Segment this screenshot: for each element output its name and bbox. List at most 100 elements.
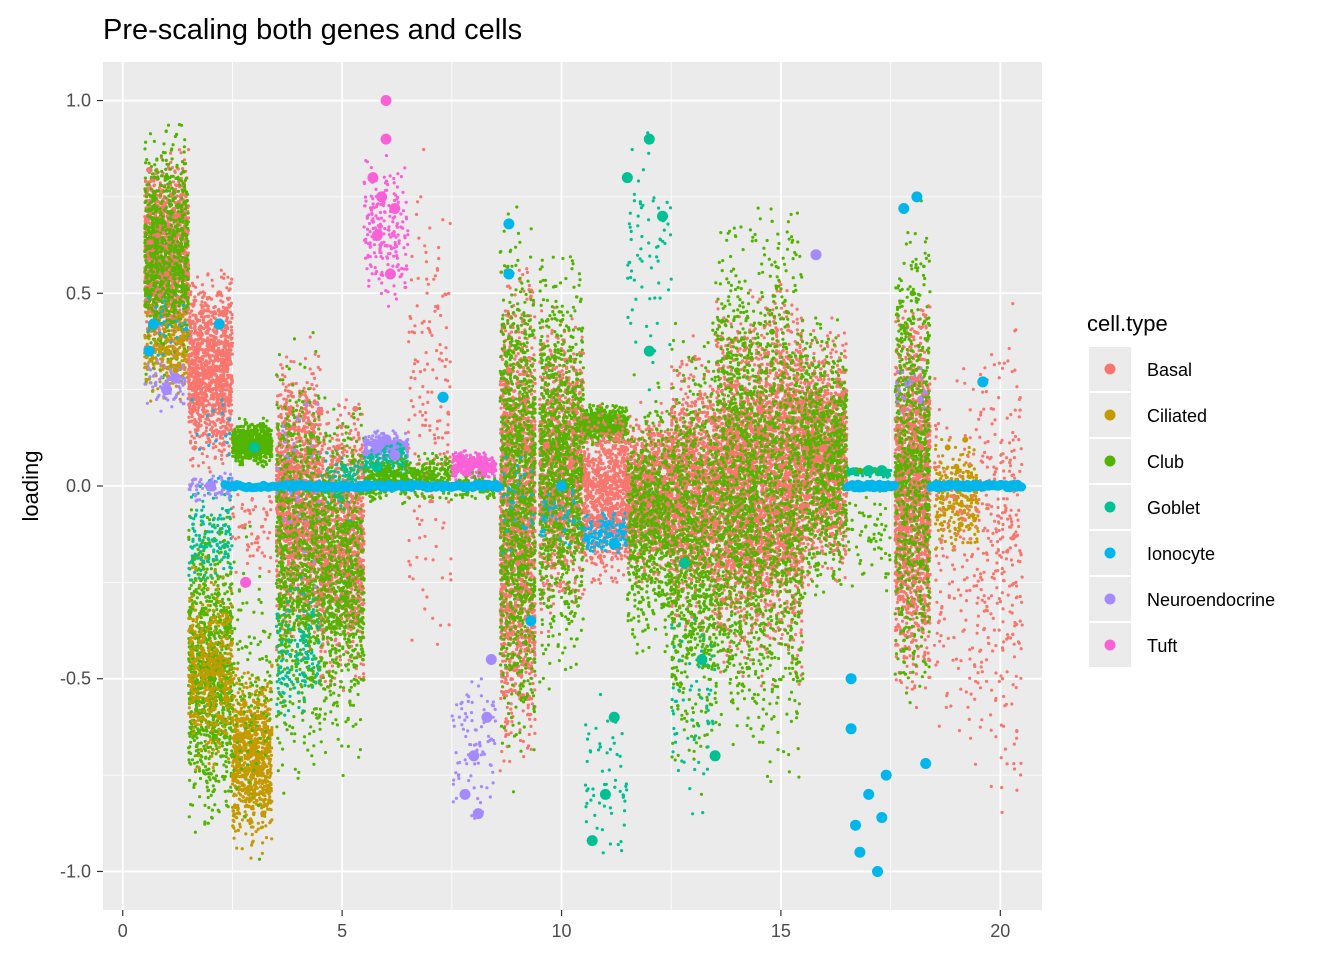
point-ciliated: [190, 672, 194, 676]
point-basal: [223, 406, 227, 411]
point-club: [152, 314, 156, 318]
point-club: [224, 760, 228, 764]
point-ciliated: [172, 331, 176, 335]
point-ciliated: [212, 620, 216, 624]
point-ciliated: [194, 689, 198, 693]
point-ionocyte: [162, 299, 167, 303]
point-ciliated: [199, 715, 203, 720]
point-club: [155, 218, 159, 222]
point-ciliated: [215, 661, 219, 665]
point-ciliated: [151, 388, 155, 392]
point-club: [229, 789, 233, 794]
point-club: [228, 609, 232, 614]
point-ionocyte: [175, 336, 179, 340]
point-club: [196, 572, 200, 576]
point-club: [184, 222, 188, 226]
point-club: [149, 269, 153, 273]
data-points: [143, 95, 1027, 877]
point-club: [204, 570, 208, 575]
point-basal: [205, 344, 209, 348]
point-ciliated: [206, 609, 210, 614]
point-ciliated: [210, 616, 214, 620]
point-ciliated: [161, 327, 165, 331]
point-club: [217, 779, 221, 784]
point-club: [208, 778, 212, 782]
point-club: [160, 295, 165, 299]
point-ciliated: [206, 673, 211, 677]
point-ciliated: [190, 594, 194, 599]
point-club: [183, 138, 187, 142]
point-club: [207, 767, 211, 771]
point-ciliated: [212, 702, 216, 706]
point-basal: [171, 180, 175, 184]
point-ciliated: [218, 599, 222, 604]
point-ciliated: [194, 768, 198, 772]
point-club: [184, 243, 188, 247]
point-ciliated: [152, 363, 156, 367]
point-club: [203, 803, 207, 808]
point-club: [159, 213, 163, 217]
point-club: [182, 307, 186, 311]
point-club: [207, 771, 211, 776]
point-club: [145, 158, 149, 162]
point-club: [223, 582, 227, 586]
point-ciliated: [226, 757, 230, 761]
point-club: [186, 253, 190, 257]
point-club: [196, 653, 200, 657]
point-ciliated: [205, 742, 209, 747]
point-club: [145, 183, 149, 187]
point-club: [218, 684, 223, 688]
point-club: [147, 215, 151, 219]
point-ciliated: [201, 635, 205, 639]
point-basal: [186, 148, 191, 152]
point-ciliated: [221, 670, 225, 674]
point-club: [160, 257, 164, 261]
point-club: [180, 286, 184, 290]
point-club: [179, 172, 183, 176]
point-club: [200, 755, 204, 759]
point-ciliated: [179, 334, 183, 338]
point-club: [161, 241, 165, 245]
point-club: [182, 200, 186, 205]
point-club: [184, 275, 188, 279]
point-neuroendocrine: [178, 386, 182, 390]
point-club: [144, 231, 148, 235]
point-club: [204, 606, 208, 610]
point-club: [149, 232, 153, 236]
point-basal: [189, 302, 193, 306]
point-club: [164, 196, 168, 200]
point-ciliated: [175, 315, 179, 319]
point-basal: [204, 359, 208, 363]
point-neuroendocrine: [154, 383, 158, 387]
point-neuroendocrine: [164, 396, 168, 400]
point-ciliated: [209, 721, 213, 725]
point-ionocyte: [154, 305, 158, 309]
point-basal: [209, 427, 213, 431]
point-club: [144, 258, 148, 262]
point-neuroendocrine: [181, 376, 185, 380]
point-ionocyte: [178, 323, 182, 327]
point-basal: [202, 315, 207, 319]
point-club: [176, 248, 180, 252]
point-club: [148, 132, 153, 136]
point-club: [159, 289, 163, 293]
point-ciliated: [147, 337, 151, 341]
point-club: [221, 706, 225, 710]
point-club: [220, 648, 224, 652]
point-club: [150, 259, 154, 263]
point-ionocyte: [181, 303, 185, 307]
point-club: [145, 276, 149, 280]
point-club: [178, 178, 182, 182]
point-ciliated: [216, 649, 220, 653]
point-club: [163, 295, 168, 299]
point-neuroendocrine: [151, 385, 155, 389]
point-club: [181, 219, 185, 223]
point-neuroendocrine: [160, 375, 164, 379]
point-basal: [181, 193, 186, 197]
point-ciliated: [210, 741, 214, 745]
point-club: [177, 267, 181, 271]
point-ciliated: [226, 705, 230, 709]
point-club: [179, 271, 183, 275]
point-ciliated: [225, 636, 229, 640]
point-club: [158, 368, 162, 372]
